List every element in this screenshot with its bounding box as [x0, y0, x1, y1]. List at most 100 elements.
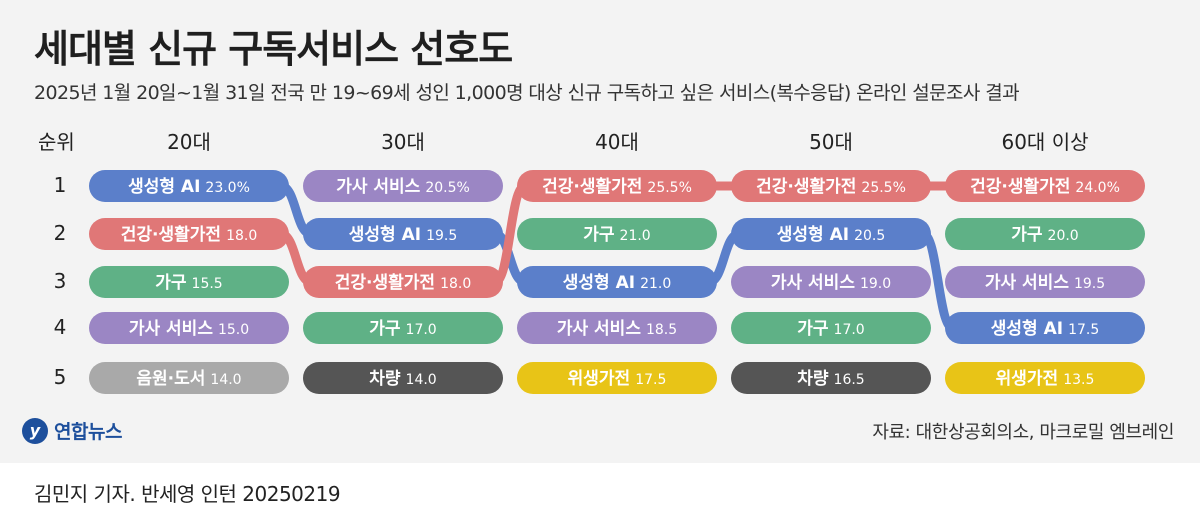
pill-value: 25.5%	[861, 180, 905, 196]
pill-label: 생성형 AI	[563, 272, 635, 293]
pill-label: 가구	[583, 225, 615, 245]
pill-text: 위생가전 13.5	[996, 369, 1095, 389]
pill-value: 17.0	[834, 322, 865, 338]
pill-background	[89, 312, 289, 344]
pill-background	[89, 266, 289, 298]
pill-label: 가구	[1011, 225, 1043, 245]
pill-text: 가구 21.0	[583, 225, 650, 245]
pill-text: 위생가전 17.5	[568, 369, 667, 389]
pill-background	[731, 266, 931, 298]
pill-background	[303, 266, 503, 298]
rank-number: 3	[53, 269, 67, 293]
pill-label: 차량	[797, 369, 829, 389]
pill-text: 생성형 AI 17.5	[991, 318, 1100, 339]
pill-background	[303, 218, 503, 250]
pill-label: 생성형 AI	[349, 224, 421, 245]
pill-text: 가구 17.0	[797, 319, 864, 339]
pill-label: 가구	[797, 319, 829, 339]
connectors	[276, 181, 958, 333]
pill-label: 건강·생활가전	[542, 176, 642, 197]
rank-pill: 생성형 AI 17.5	[945, 312, 1145, 344]
pill-text: 차량 16.5	[797, 369, 864, 389]
rank-pill: 가구 17.0	[303, 312, 503, 344]
source-note: 자료: 대한상공회의소, 마크로밀 엠브레인	[872, 422, 1174, 443]
logo-text: 연합뉴스	[54, 421, 122, 443]
pill-text: 가구 15.5	[155, 273, 222, 293]
pill-text: 가사 서비스 20.5%	[336, 177, 470, 197]
pill-value: 20.0	[1048, 228, 1079, 244]
pill-value: 25.5%	[647, 180, 691, 196]
rank-pill: 생성형 AI 21.0	[517, 266, 717, 298]
pill-value: 20.5%	[425, 180, 469, 196]
pill-background	[89, 362, 289, 394]
yonhap-logo: y 연합뉴스	[22, 417, 122, 444]
pill-value: 14.0	[210, 372, 241, 388]
pill-background	[731, 312, 931, 344]
pill-value: 17.5	[635, 372, 666, 388]
pill-background	[945, 362, 1145, 394]
pill-label: 생성형 AI	[777, 224, 849, 245]
pill-text: 생성형 AI 21.0	[563, 272, 672, 293]
rank-number: 5	[53, 365, 67, 389]
pill-text: 음원·도서 14.0	[136, 369, 241, 389]
pill-label: 가사 서비스	[336, 177, 420, 197]
pill-label: 차량	[369, 369, 401, 389]
pill-background	[945, 312, 1145, 344]
rank-pill: 차량 14.0	[303, 362, 503, 394]
chart-title: 세대별 신규 구독서비스 선호도	[34, 27, 513, 71]
yonhap-logo-icon: y	[22, 417, 48, 444]
rank-pill: 위생가전 17.5	[517, 362, 717, 394]
footer	[0, 463, 1200, 519]
pill-background	[731, 170, 931, 202]
pill-value: 20.5	[854, 228, 885, 244]
pill-value: 17.0	[406, 322, 437, 338]
ranking-chart: 생성형 AI 23.0% 건강·생활가전 18.0 가구 15.5 가사 서비스 15.0 음원…	[89, 170, 1145, 394]
pill-text: 가사 서비스 18.5	[557, 319, 677, 339]
pill-text: 생성형 AI 20.5	[777, 224, 886, 245]
pill-background	[517, 170, 717, 202]
pill-value: 16.5	[834, 372, 865, 388]
pill-value: 18.0	[440, 276, 471, 292]
pill-value: 21.0	[640, 276, 671, 292]
pill-text: 차량 14.0	[369, 369, 436, 389]
column-header: 40대	[595, 130, 639, 154]
pill-value: 23.0%	[205, 180, 249, 196]
rank-pill: 가구 17.0	[731, 312, 931, 344]
rank-pill: 건강·생활가전 24.0%	[945, 170, 1145, 202]
credit-line: 김민지 기자. 반세영 인턴 20250219	[34, 482, 341, 506]
pill-label: 가사 서비스	[557, 319, 641, 339]
rank-pill: 가사 서비스 19.5	[945, 266, 1145, 298]
pill-background	[517, 266, 717, 298]
rank-pill: 위생가전 13.5	[945, 362, 1145, 394]
pill-text: 가사 서비스 19.0	[771, 273, 891, 293]
pill-value: 24.0%	[1075, 180, 1119, 196]
pill-label: 위생가전	[996, 369, 1059, 389]
pill-text: 건강·생활가전 25.5%	[756, 176, 906, 197]
pill-text: 생성형 AI 19.5	[349, 224, 458, 245]
pill-background	[303, 362, 503, 394]
pill-background	[303, 170, 503, 202]
column-header: 50대	[809, 130, 853, 154]
pill-background	[517, 218, 717, 250]
pill-value: 15.5	[192, 276, 223, 292]
pill-label: 가사 서비스	[129, 319, 213, 339]
pill-text: 가구 17.0	[369, 319, 436, 339]
column-header: 60대 이상	[1001, 130, 1089, 154]
rank-pill: 가구 20.0	[945, 218, 1145, 250]
pill-background	[517, 312, 717, 344]
rank-number: 4	[53, 315, 67, 339]
rank-pill: 생성형 AI 19.5	[303, 218, 503, 250]
pill-text: 가사 서비스 15.0	[129, 319, 249, 339]
pill-text: 건강·생활가전 18.0	[335, 272, 471, 293]
pill-background	[89, 170, 289, 202]
pill-text: 건강·생활가전 24.0%	[970, 176, 1120, 197]
pill-value: 19.5	[1074, 276, 1105, 292]
pill-value: 21.0	[620, 228, 651, 244]
pill-text: 가사 서비스 19.5	[985, 273, 1105, 293]
pill-background	[517, 362, 717, 394]
pill-text: 건강·생활가전 25.5%	[542, 176, 692, 197]
rank-pill: 가사 서비스 18.5	[517, 312, 717, 344]
rank-pill: 차량 16.5	[731, 362, 931, 394]
rank-pill: 생성형 AI 23.0%	[89, 170, 289, 202]
rank-pill: 음원·도서 14.0	[89, 362, 289, 394]
